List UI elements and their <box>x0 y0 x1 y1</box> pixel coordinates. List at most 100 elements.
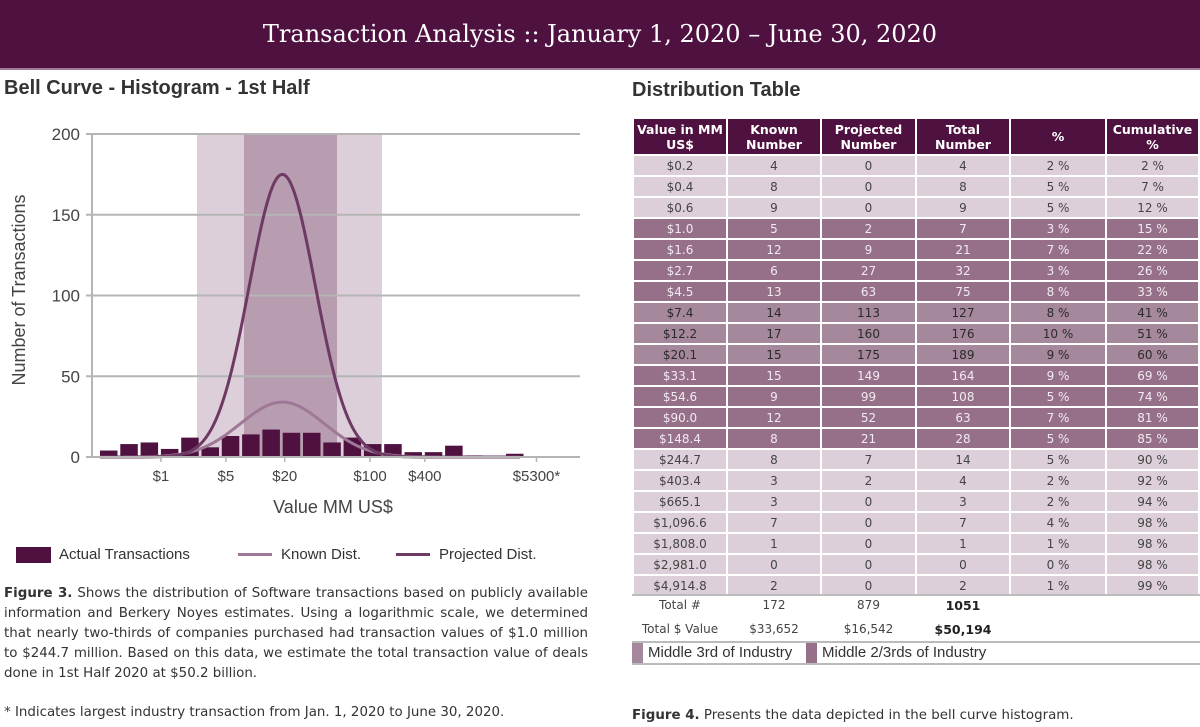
cell-total: 21 <box>917 240 1009 259</box>
cell-cumulative: 98 % <box>1107 513 1198 532</box>
table-row: $4,914.8 2 0 2 1 % 99 % <box>634 576 1198 595</box>
cell-value: $7.4 <box>634 303 726 322</box>
cell-value: $33.1 <box>634 366 726 385</box>
x-tick-label: $1 <box>153 468 170 485</box>
cell-projected: 0 <box>822 576 915 595</box>
cell-known: 8 <box>728 429 820 448</box>
footnote: * Indicates largest industry transaction… <box>4 705 505 720</box>
cell-cumulative: 98 % <box>1107 555 1198 574</box>
cell-total: 32 <box>917 261 1009 280</box>
figure-4-label: Figure 4. <box>632 708 700 723</box>
histogram-bar <box>262 429 280 457</box>
cell-percent: 2 % <box>1011 471 1105 490</box>
table-row: $0.6 9 0 9 5 % 12 % <box>634 198 1198 217</box>
cell-total: 14 <box>917 450 1009 469</box>
cell-projected: 113 <box>822 303 915 322</box>
table-row: $33.1 15 149 164 9 % 69 % <box>634 366 1198 385</box>
cell-cumulative: 81 % <box>1107 408 1198 427</box>
x-tick-label: $5 <box>218 468 235 485</box>
cell-known: 4 <box>728 156 820 175</box>
cell-percent: 1 % <box>1011 534 1105 553</box>
cell-value: $244.7 <box>634 450 726 469</box>
cell-known: 13 <box>728 282 820 301</box>
table-row: $4.5 13 63 75 8 % 33 % <box>634 282 1198 301</box>
cell-percent: 5 % <box>1011 387 1105 406</box>
cell-known: 1 <box>728 534 820 553</box>
y-tick-label: 100 <box>52 287 80 306</box>
cell-percent: 0 % <box>1011 555 1105 574</box>
cell-cumulative: 26 % <box>1107 261 1198 280</box>
y-axis-title: Number of Transactions <box>9 194 29 385</box>
legend-projected-label: Projected Dist. <box>439 546 537 563</box>
cell-value: $4.5 <box>634 282 726 301</box>
figure-4-caption: Figure 4. Presents the data depicted in … <box>632 706 1192 726</box>
table-row: $20.1 15 175 189 9 % 60 % <box>634 345 1198 364</box>
histogram-bar <box>445 445 463 457</box>
middle-third-swatch <box>632 643 643 663</box>
cell-total: 7 <box>917 513 1009 532</box>
cell-value: $1,808.0 <box>634 534 726 553</box>
totals-divider <box>632 594 1200 596</box>
cell-cumulative: 94 % <box>1107 492 1198 511</box>
cell-cumulative: 33 % <box>1107 282 1198 301</box>
cell-percent: 5 % <box>1011 450 1105 469</box>
table-row: $0.4 8 0 8 5 % 7 % <box>634 177 1198 196</box>
cell-total: 4 <box>917 156 1009 175</box>
histogram-bar <box>323 442 341 457</box>
title-banner: Transaction Analysis :: January 1, 2020 … <box>0 0 1200 70</box>
histogram-bar <box>160 448 179 457</box>
cell-percent: 8 % <box>1011 303 1105 322</box>
cell-known: 0 <box>728 555 820 574</box>
cell-total: 75 <box>917 282 1009 301</box>
table-row: $403.4 3 2 4 2 % 92 % <box>634 471 1198 490</box>
cell-value: $148.4 <box>634 429 726 448</box>
cell-cumulative: 92 % <box>1107 471 1198 490</box>
cell-projected: 0 <box>822 156 915 175</box>
cell-total: 7 <box>917 219 1009 238</box>
legend-actual-swatch <box>16 546 51 563</box>
histogram-bar <box>242 434 260 457</box>
banner-title: Transaction Analysis :: January 1, 2020 … <box>262 20 938 48</box>
cell-projected: 9 <box>822 240 915 259</box>
table-row: $1,808.0 1 0 1 1 % 98 % <box>634 534 1198 553</box>
cell-total: 127 <box>917 303 1009 322</box>
legend-known-swatch <box>238 553 272 556</box>
cell-total: 189 <box>917 345 1009 364</box>
cell-value: $403.4 <box>634 471 726 490</box>
cell-value: $0.4 <box>634 177 726 196</box>
cell-total: 108 <box>917 387 1009 406</box>
x-tick-label: $400 <box>408 468 441 485</box>
legend-actual: Actual Transactions <box>16 546 190 563</box>
cell-cumulative: 7 % <box>1107 177 1198 196</box>
figure-3-caption: Figure 3. Shows the distribution of Soft… <box>4 584 588 684</box>
col-header-known: Known Number <box>728 119 820 154</box>
cell-percent: 9 % <box>1011 366 1105 385</box>
cell-total: 28 <box>917 429 1009 448</box>
cell-projected: 0 <box>822 513 915 532</box>
x-tick-label: $100 <box>353 468 386 485</box>
middle-two-thirds-swatch <box>806 643 817 663</box>
cell-cumulative: 41 % <box>1107 303 1198 322</box>
x-tick-label: $20 <box>272 468 297 485</box>
cell-projected: 160 <box>822 324 915 343</box>
cell-total: 0 <box>917 555 1009 574</box>
cell-cumulative: 60 % <box>1107 345 1198 364</box>
cell-percent: 2 % <box>1011 156 1105 175</box>
histogram-bar <box>100 450 118 457</box>
cell-cumulative: 12 % <box>1107 198 1198 217</box>
industry-legend: Middle 3rd of Industry Middle 2/3rds of … <box>632 641 1200 665</box>
cell-total: 4 <box>917 471 1009 490</box>
cell-cumulative: 2 % <box>1107 156 1198 175</box>
cell-projected: 0 <box>822 198 915 217</box>
middle-third-label: Middle 3rd of Industry <box>648 644 793 661</box>
cell-total: 2 <box>917 576 1009 595</box>
table-row: $12.2 17 160 176 10 % 51 % <box>634 324 1198 343</box>
cell-cumulative: 85 % <box>1107 429 1198 448</box>
cell-value: $0.6 <box>634 198 726 217</box>
col-header-projected: Projected Number <box>822 119 915 154</box>
cell-projected: 99 <box>822 387 915 406</box>
cell-total: 176 <box>917 324 1009 343</box>
table-row: $90.0 12 52 63 7 % 81 % <box>634 408 1198 427</box>
cell-projected: 149 <box>822 366 915 385</box>
col-header-total: Total Number <box>917 119 1009 154</box>
